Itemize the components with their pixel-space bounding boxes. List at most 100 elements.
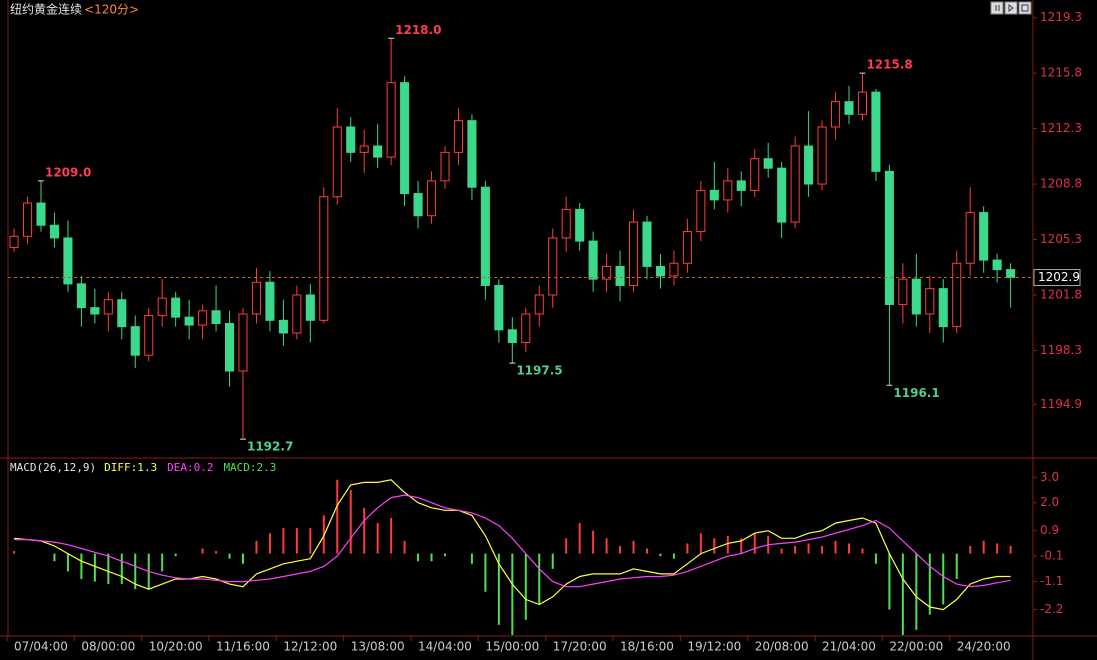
candle-body <box>642 221 652 267</box>
candle-body <box>696 189 706 233</box>
candle-body <box>750 158 760 191</box>
toolbar-button[interactable] <box>990 1 1004 15</box>
candle-body <box>682 231 692 264</box>
toolbar-icon <box>995 4 1029 12</box>
candle-body <box>413 193 423 217</box>
x-tick-label: 11/16:00 <box>216 640 270 654</box>
x-tick-label: 22/00:00 <box>889 640 943 654</box>
y-tick-label: 0.9 <box>1040 523 1059 537</box>
x-tick-label: 20/08:00 <box>755 640 809 654</box>
candle-body <box>426 180 437 217</box>
x-tick-label: 24/20:00 <box>957 640 1011 654</box>
y-tick-label: 1219.3 <box>1040 10 1082 24</box>
candle-body <box>332 126 342 198</box>
last-price-box <box>1033 269 1081 287</box>
x-tick-label: 08/00:00 <box>81 640 135 654</box>
y-tick-label: 1212.3 <box>1040 121 1082 135</box>
candle-body <box>628 221 639 286</box>
y-tick-label: 3.0 <box>1040 470 1059 484</box>
candle-body <box>952 262 962 328</box>
candle-body <box>1006 269 1016 279</box>
candle-body <box>844 101 854 115</box>
candle-body <box>400 82 410 195</box>
candle-body <box>548 237 558 296</box>
x-tick-label: 17/20:00 <box>553 640 607 654</box>
candle-body <box>198 310 208 326</box>
x-tick-label: 12/12:00 <box>283 640 337 654</box>
candle-body <box>992 259 1002 271</box>
candle-body <box>777 167 787 223</box>
candle-body <box>144 315 154 356</box>
candle-body <box>238 313 248 372</box>
extreme-label: 1218.0 <box>395 23 441 37</box>
macd-line <box>14 479 1011 611</box>
toolbar-button[interactable] <box>1004 1 1018 15</box>
x-tick-label: 15/00:00 <box>485 640 539 654</box>
candle-body <box>265 281 275 321</box>
y-tick-label: 1198.3 <box>1040 343 1082 357</box>
candle-body <box>467 120 477 188</box>
candle-body <box>346 126 356 153</box>
candle-body <box>319 196 329 321</box>
y-tick-label: 1205.3 <box>1040 232 1082 246</box>
y-tick-label: -0.1 <box>1040 549 1063 563</box>
y-tick-label: 1215.8 <box>1040 66 1082 80</box>
candle-body <box>49 224 59 239</box>
candle-body <box>709 189 719 201</box>
candle-body <box>561 208 571 239</box>
candle-body <box>534 294 544 315</box>
candle-body <box>507 329 517 343</box>
extreme-label: 1192.7 <box>247 440 293 454</box>
y-tick-label: 1201.8 <box>1040 287 1082 301</box>
extreme-label: 1196.1 <box>893 386 939 400</box>
candle-body <box>90 307 100 315</box>
candle-body <box>305 294 315 321</box>
legend-entry: DEA:0.2 <box>167 461 213 474</box>
candle-body <box>22 202 33 237</box>
x-tick-label: 13/08:00 <box>351 640 405 654</box>
y-tick-label: -2.2 <box>1040 602 1063 616</box>
candle-body <box>965 212 975 264</box>
candle-body <box>521 313 531 344</box>
candle-body <box>615 265 625 286</box>
candle-body <box>736 180 746 191</box>
candle-body <box>979 212 989 261</box>
toolbar[interactable] <box>990 1 1032 15</box>
candle-body <box>871 91 881 172</box>
candle-body <box>103 299 113 315</box>
toolbar-button[interactable] <box>1018 1 1032 15</box>
candle-body <box>184 316 194 326</box>
y-tick-label: -1.1 <box>1040 574 1063 588</box>
candle-body <box>453 120 464 153</box>
candle-body <box>938 288 948 328</box>
candle-body <box>440 151 450 182</box>
candle-body <box>251 281 261 315</box>
candle-body <box>63 237 73 285</box>
candle-body <box>575 208 585 242</box>
x-tick-label: 21/04:00 <box>822 640 876 654</box>
candle-body <box>911 278 921 315</box>
candle-body <box>171 297 181 318</box>
candle-body <box>386 82 396 158</box>
candle-body <box>36 202 46 226</box>
candle-body <box>278 319 288 334</box>
x-tick-label: 14/04:00 <box>418 640 472 654</box>
candle-body <box>9 235 19 248</box>
legend-entry: MACD:2.3 <box>223 461 276 474</box>
extreme-label: 1215.8 <box>866 58 912 72</box>
candle-body <box>117 299 127 328</box>
macd-line <box>14 494 1011 588</box>
x-tick-label: 10/20:00 <box>149 640 203 654</box>
candle-body <box>224 322 235 372</box>
candle-body <box>898 278 908 305</box>
candle-body <box>830 101 841 128</box>
candle-body <box>480 186 490 286</box>
candle-body <box>925 288 935 315</box>
candle-body <box>359 145 369 153</box>
candle-body <box>790 145 800 223</box>
candle-body <box>763 158 773 169</box>
candle-body <box>76 283 86 309</box>
